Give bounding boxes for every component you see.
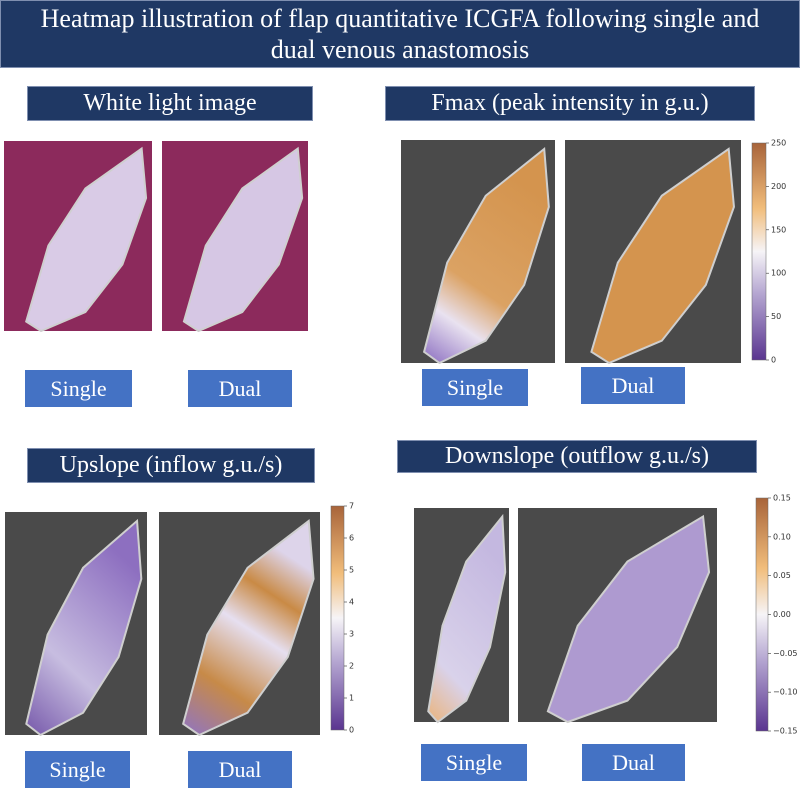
condition-label: Single bbox=[422, 369, 528, 406]
colorbar-tick-label: −0.05 bbox=[773, 649, 798, 658]
panel-title: Upslope (inflow g.u./s) bbox=[27, 448, 315, 483]
condition-label: Single bbox=[25, 751, 130, 788]
flap bbox=[182, 519, 315, 737]
flap bbox=[182, 146, 304, 333]
colorbar-tick-label: 0.15 bbox=[773, 494, 791, 503]
colorbar-tick-label: 0.05 bbox=[773, 571, 791, 580]
colorbar bbox=[751, 142, 767, 361]
colorbar-tick-label: 200 bbox=[771, 182, 786, 191]
colorbar-tick-label: 6 bbox=[349, 534, 354, 543]
panel-title: Downslope (outflow g.u./s) bbox=[397, 440, 757, 473]
panel-title: Fmax (peak intensity in g.u.) bbox=[385, 86, 755, 121]
flap bbox=[590, 147, 735, 365]
condition-label: Dual bbox=[188, 370, 292, 407]
condition-label: Single bbox=[25, 370, 132, 407]
colorbar-tick-label: 0 bbox=[771, 356, 776, 365]
colorbar-tick-label: 50 bbox=[771, 312, 781, 321]
condition-label: Dual bbox=[582, 744, 685, 781]
colorbar-tick-label: 0.10 bbox=[773, 532, 791, 541]
figure-title: Heatmap illustration of flap quantitativ… bbox=[0, 0, 800, 68]
colorbar-tick-label: 250 bbox=[771, 139, 786, 148]
flap bbox=[25, 146, 148, 333]
flap bbox=[546, 514, 711, 724]
colorbar-tick-label: 5 bbox=[349, 566, 354, 575]
colorbar-tick-label: 150 bbox=[771, 225, 786, 234]
flap bbox=[25, 518, 143, 737]
colorbar bbox=[755, 497, 769, 732]
colorbar bbox=[330, 505, 345, 731]
colorbar-tick-label: −0.10 bbox=[773, 688, 798, 697]
colorbar-tick-label: 2 bbox=[349, 662, 354, 671]
colorbar-tick-label: 0.00 bbox=[773, 610, 791, 619]
flap bbox=[422, 146, 550, 365]
colorbar-tick-label: 7 bbox=[349, 502, 354, 511]
flap bbox=[427, 513, 507, 724]
colorbar-tick-label: −0.15 bbox=[773, 727, 798, 736]
condition-label: Dual bbox=[581, 367, 685, 404]
colorbar-tick-label: 1 bbox=[349, 694, 354, 703]
colorbar-tick-label: 4 bbox=[349, 598, 354, 607]
condition-label: Single bbox=[421, 744, 527, 781]
panel-title: White light image bbox=[27, 86, 313, 121]
colorbar-tick-label: 0 bbox=[349, 726, 354, 735]
condition-label: Dual bbox=[188, 751, 292, 788]
colorbar-tick-label: 3 bbox=[349, 630, 354, 639]
colorbar-tick-label: 100 bbox=[771, 269, 786, 278]
